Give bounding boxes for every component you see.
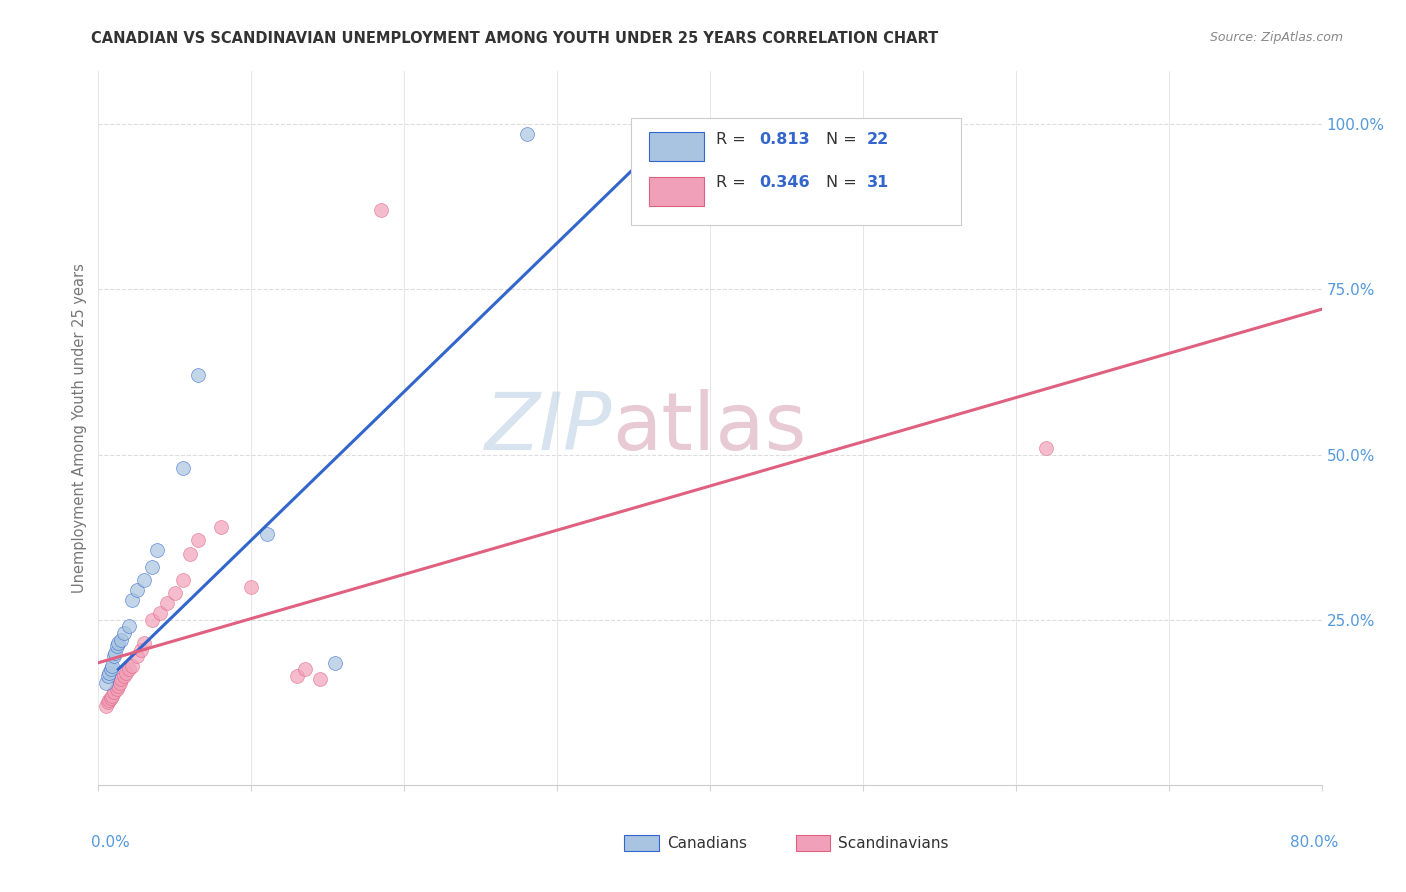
Text: 0.813: 0.813 bbox=[759, 132, 810, 147]
Point bbox=[1035, 441, 1057, 455]
Point bbox=[97, 669, 120, 683]
Point bbox=[97, 695, 120, 709]
Bar bbox=[624, 835, 658, 851]
Text: CANADIAN VS SCANDINAVIAN UNEMPLOYMENT AMONG YOUTH UNDER 25 YEARS CORRELATION CHA: CANADIAN VS SCANDINAVIAN UNEMPLOYMENT AM… bbox=[91, 31, 939, 46]
Point bbox=[179, 547, 201, 561]
Point bbox=[187, 533, 209, 548]
Text: 0.0%: 0.0% bbox=[91, 836, 131, 850]
Point bbox=[134, 636, 156, 650]
Point bbox=[101, 659, 124, 673]
Point bbox=[325, 656, 347, 670]
Text: Canadians: Canadians bbox=[668, 837, 747, 851]
Point bbox=[294, 662, 316, 676]
Point bbox=[110, 672, 132, 686]
Point bbox=[125, 582, 148, 597]
Point bbox=[516, 127, 538, 141]
Point bbox=[145, 543, 167, 558]
Text: atlas: atlas bbox=[612, 389, 807, 467]
Point bbox=[94, 675, 117, 690]
Text: R =: R = bbox=[716, 175, 751, 190]
Text: 31: 31 bbox=[866, 175, 889, 190]
Point bbox=[105, 639, 128, 653]
Point bbox=[118, 662, 141, 676]
Text: 0.346: 0.346 bbox=[759, 175, 810, 190]
Text: 80.0%: 80.0% bbox=[1291, 836, 1339, 850]
Text: N =: N = bbox=[827, 132, 862, 147]
Point bbox=[112, 669, 135, 683]
Text: ZIP: ZIP bbox=[485, 389, 612, 467]
Point bbox=[163, 586, 186, 600]
Text: N =: N = bbox=[827, 175, 862, 190]
Bar bbox=[796, 835, 830, 851]
Point bbox=[103, 649, 125, 664]
Point bbox=[103, 685, 125, 699]
Point bbox=[172, 573, 194, 587]
Point bbox=[256, 527, 278, 541]
Point bbox=[370, 203, 392, 218]
Point bbox=[134, 573, 156, 587]
Point bbox=[141, 613, 163, 627]
Point bbox=[149, 606, 172, 620]
Point bbox=[98, 665, 121, 680]
Point bbox=[118, 619, 141, 633]
Point bbox=[125, 649, 148, 664]
Point bbox=[107, 679, 129, 693]
Point bbox=[108, 675, 131, 690]
Point bbox=[107, 636, 129, 650]
Point bbox=[172, 460, 194, 475]
Point bbox=[104, 646, 127, 660]
Point bbox=[209, 520, 232, 534]
Point bbox=[187, 368, 209, 383]
Point bbox=[101, 689, 124, 703]
Point bbox=[110, 632, 132, 647]
Point bbox=[121, 593, 143, 607]
Bar bbox=[648, 132, 704, 161]
Text: Scandinavians: Scandinavians bbox=[838, 837, 949, 851]
Y-axis label: Unemployment Among Youth under 25 years: Unemployment Among Youth under 25 years bbox=[72, 263, 87, 593]
Point bbox=[98, 693, 121, 707]
Point bbox=[141, 560, 163, 574]
Point bbox=[285, 669, 308, 683]
Point bbox=[100, 662, 122, 676]
Point bbox=[112, 626, 135, 640]
Point bbox=[240, 580, 263, 594]
Point bbox=[100, 690, 122, 705]
Point bbox=[121, 659, 143, 673]
Text: 22: 22 bbox=[866, 132, 889, 147]
Point bbox=[94, 698, 117, 713]
FancyBboxPatch shape bbox=[630, 118, 960, 225]
Point bbox=[115, 665, 138, 680]
Bar bbox=[648, 177, 704, 205]
Point bbox=[105, 682, 128, 697]
Point bbox=[129, 642, 152, 657]
Text: Source: ZipAtlas.com: Source: ZipAtlas.com bbox=[1209, 31, 1343, 45]
Point bbox=[309, 672, 332, 686]
Text: R =: R = bbox=[716, 132, 751, 147]
Point bbox=[156, 596, 179, 610]
